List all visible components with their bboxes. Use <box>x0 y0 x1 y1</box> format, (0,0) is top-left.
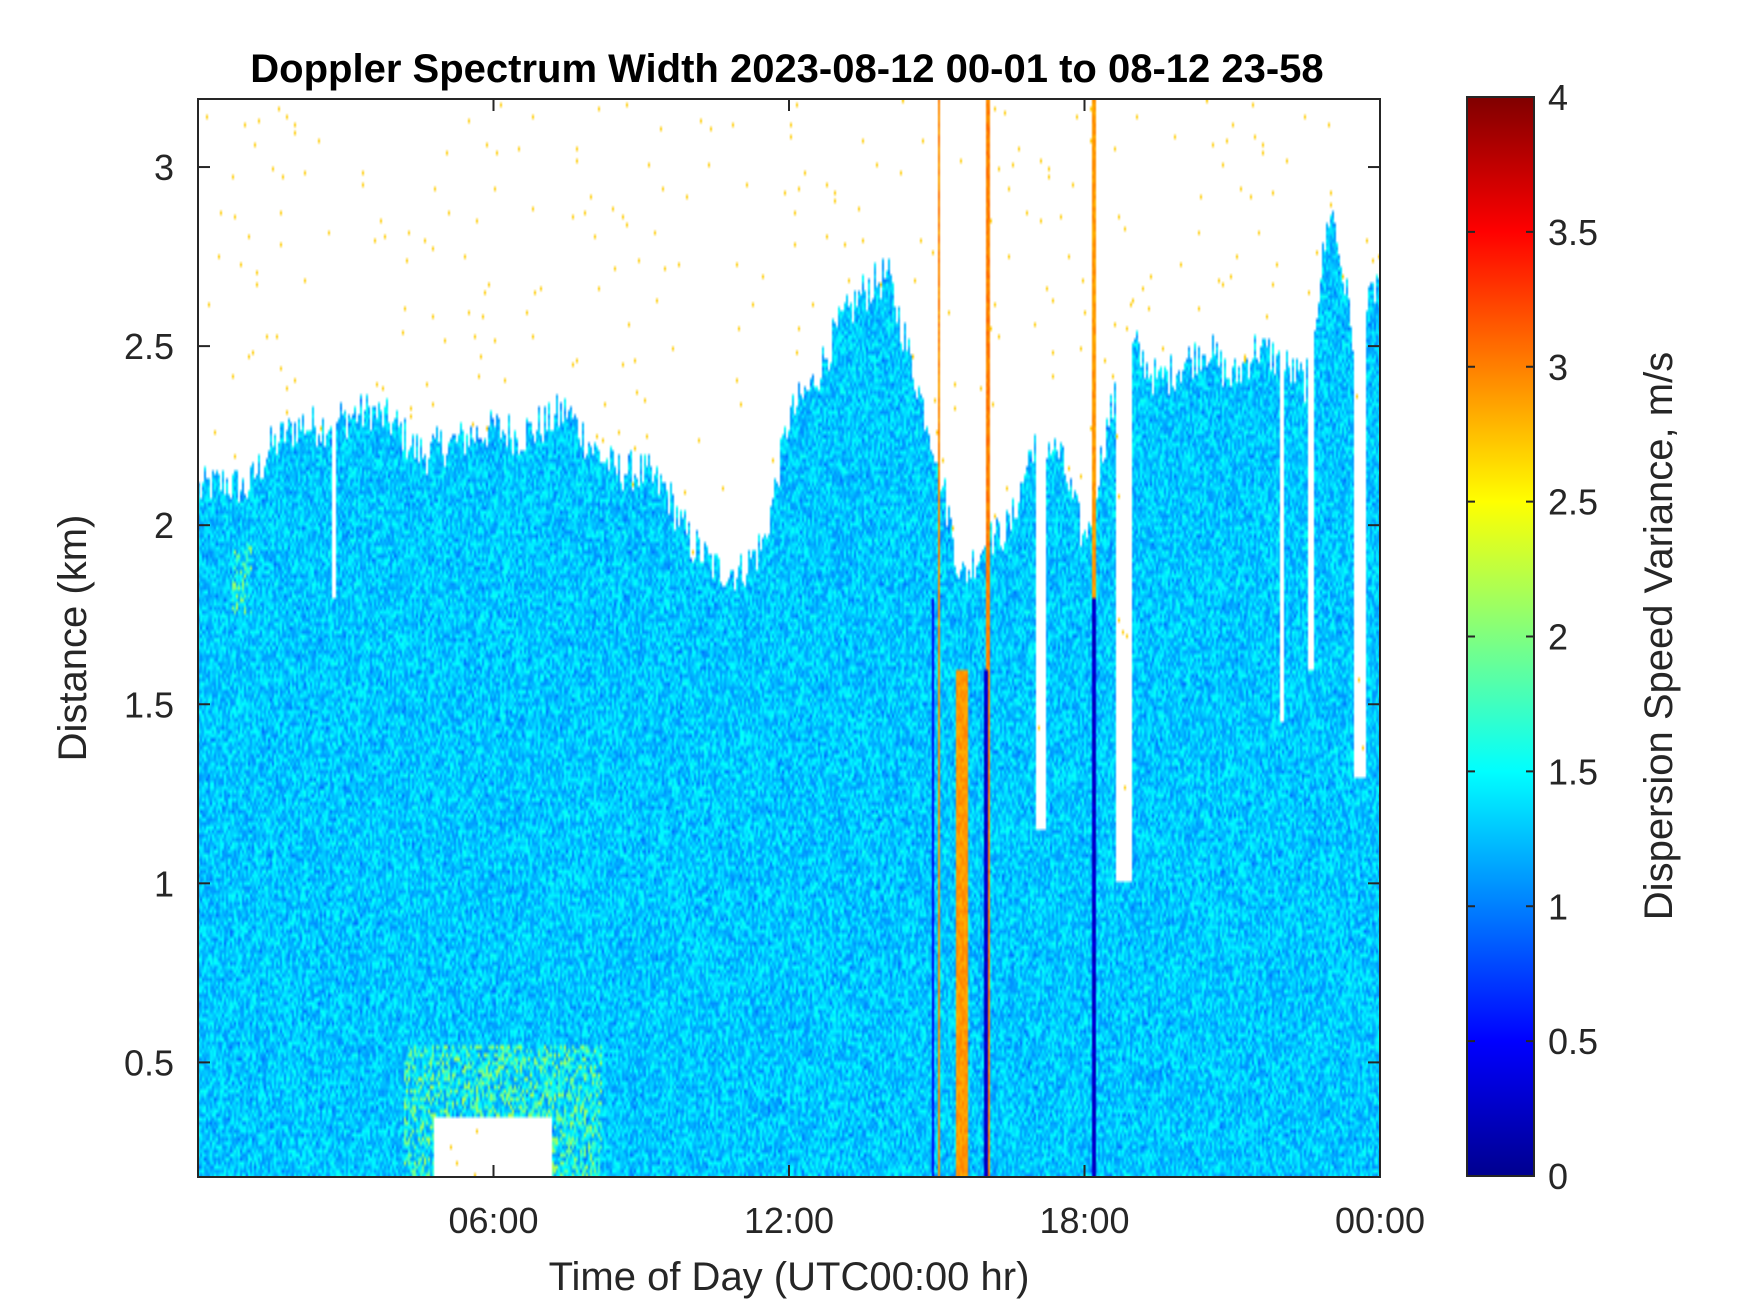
x-tick-label: 00:00 <box>1335 1200 1425 1241</box>
y-tick-label: 2.5 <box>124 326 174 367</box>
colorbar-tick-label: 1 <box>1548 886 1568 927</box>
colorbar: 0 0.5 1 1.5 2 2.5 3 3.5 4 Dispersion Speed Varia… <box>1466 77 1681 1197</box>
y-tick-label: 3 <box>154 147 174 188</box>
x-axis-label: Time of Day (UTC00:00 hr) <box>549 1255 1030 1299</box>
y-axis-label: Distance (km) <box>51 515 95 762</box>
x-tick-label: 18:00 <box>1039 1200 1129 1241</box>
colorbar-tick-label: 3.5 <box>1548 212 1598 253</box>
y-tick-label: 1.5 <box>124 684 174 725</box>
colorbar-ticks: 0 0.5 1 1.5 2 2.5 3 3.5 4 <box>1467 77 1598 1197</box>
colorbar-tick-label: 2.5 <box>1548 482 1598 523</box>
x-axis-ticks: 06:00 12:00 18:00 00:00 <box>448 99 1425 1241</box>
y-tick-label: 0.5 <box>124 1042 174 1083</box>
colorbar-tick-label: 0.5 <box>1548 1021 1598 1062</box>
colorbar-label: Dispersion Speed Variance, m/s <box>1637 352 1681 920</box>
x-tick-label: 12:00 <box>744 1200 834 1241</box>
colorbar-tick-label: 1.5 <box>1548 751 1598 792</box>
colorbar-gradient <box>1466 96 1535 1177</box>
colorbar-tick-label: 0 <box>1548 1156 1568 1197</box>
spectrum-width-heatmap <box>198 99 1380 1177</box>
y-tick-label: 1 <box>154 863 174 904</box>
colorbar-tick-label: 3 <box>1548 347 1568 388</box>
y-tick-label: 2 <box>154 505 174 546</box>
colorbar-tick-label: 2 <box>1548 617 1568 658</box>
x-tick-label: 06:00 <box>448 1200 538 1241</box>
chart-title: Doppler Spectrum Width 2023-08-12 00-01 … <box>250 47 1323 91</box>
heatmap-plot-area <box>197 98 1381 1178</box>
colorbar-tick-label: 4 <box>1548 77 1568 118</box>
y-axis-ticks: 0.5 1 1.5 2 2.5 3 <box>124 147 1380 1083</box>
